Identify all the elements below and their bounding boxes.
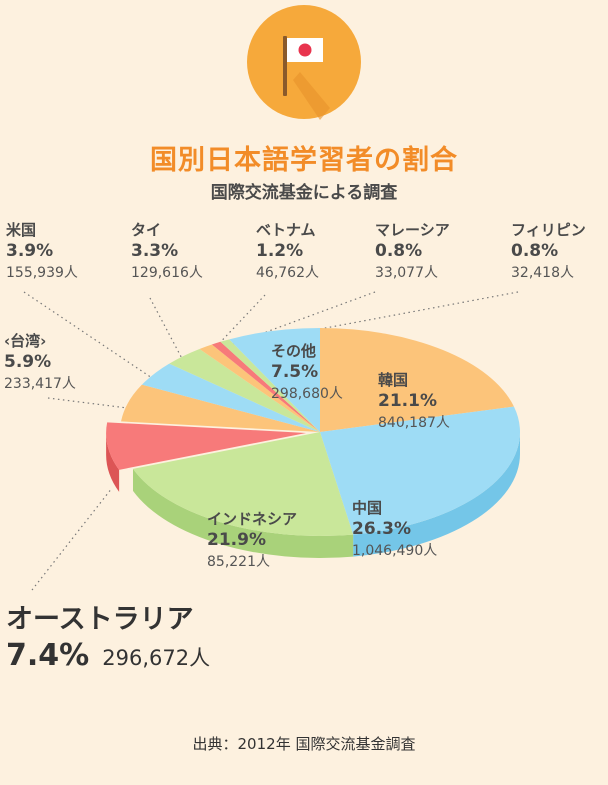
label-count: 85,221人 <box>207 554 270 570</box>
label-korea: 韓国 21.1% 840,187人 <box>378 369 450 432</box>
label-philippines: フィリピン 0.8% 32,418人 <box>511 219 586 282</box>
label-thailand: タイ 3.3% 129,616人 <box>131 219 203 282</box>
japan-flag-icon <box>247 5 361 120</box>
label-count: 32,418人 <box>511 265 574 281</box>
label-percent: 7.5% <box>271 362 319 382</box>
label-name: マレーシア <box>375 221 450 239</box>
label-percent: 21.1% <box>378 391 437 411</box>
pie-slice-インドネシア-side <box>132 468 354 558</box>
label-name: オーストラリア <box>6 604 194 635</box>
label-count: 33,077人 <box>375 265 438 281</box>
icon-shadow <box>293 72 330 120</box>
label-count: 233,417人 <box>4 376 76 392</box>
label-percent: 21.9% <box>207 530 266 550</box>
label-indonesia: インドネシア 21.9% 85,221人 <box>207 508 297 571</box>
pie-slice-中国 <box>320 406 520 535</box>
label-vietnam: ベトナム 1.2% 46,762人 <box>256 219 319 282</box>
label-name: 中国 <box>352 499 383 517</box>
pie-slice-ベトナム <box>199 344 320 432</box>
label-taiwan: ‹台湾› 5.9% 233,417人 <box>4 330 76 393</box>
leader-line-australia <box>31 487 113 591</box>
label-usa: 米国 3.9% 155,939人 <box>6 219 78 282</box>
pie-slice-オーストラリア <box>106 422 307 470</box>
flag-pole <box>283 36 287 96</box>
pie-slice-フィリピン <box>220 339 320 432</box>
label-count: 46,762人 <box>256 265 319 281</box>
label-australia: オーストラリア 7.4% 296,672人 <box>6 597 210 672</box>
label-name: ‹台湾› <box>4 332 47 350</box>
source-note: 出典：2012年 国際交流基金調査 <box>192 735 416 753</box>
label-percent: 7.4% <box>6 638 90 673</box>
label-percent: 0.8% <box>511 241 559 261</box>
label-count: 1,046,490人 <box>352 543 438 559</box>
label-name: 韓国 <box>378 371 409 389</box>
label-other: その他 7.5% 298,680人 <box>271 340 343 403</box>
label-china: 中国 26.3% 1,046,490人 <box>352 497 437 560</box>
label-name: フィリピン <box>511 221 586 239</box>
label-count: 155,939人 <box>6 265 78 281</box>
pie-slice-米国 <box>141 363 320 432</box>
chart-subtitle: 国際交流基金による調査 <box>210 183 398 203</box>
pie-slice-タイ <box>169 348 320 432</box>
label-percent: 3.3% <box>131 241 179 261</box>
pie-slice-韓国 <box>320 328 514 432</box>
label-count: 296,672人 <box>102 646 211 670</box>
label-count: 129,616人 <box>131 265 203 281</box>
label-name: ベトナム <box>256 221 316 239</box>
label-percent: 3.9% <box>6 241 54 261</box>
leader-line-thai <box>149 297 188 369</box>
label-percent: 0.8% <box>375 241 423 261</box>
label-percent: 26.3% <box>352 519 411 539</box>
label-percent: 5.9% <box>4 352 52 372</box>
leader-line-usa <box>23 291 159 383</box>
label-name: 米国 <box>6 221 37 239</box>
pie-slice-中国-side <box>353 432 520 557</box>
pie-slice-その他 <box>229 328 320 432</box>
chart-title: 国別日本語学習者の割合 <box>150 145 458 176</box>
label-count: 840,187人 <box>378 415 450 431</box>
pie-slice-オーストラリア-side <box>106 432 120 492</box>
label-name: タイ <box>131 221 162 239</box>
label-name: インドネシア <box>207 510 298 528</box>
label-count: 298,680人 <box>271 386 343 402</box>
flag-sun <box>298 43 312 57</box>
pie-slice-台湾 <box>121 384 320 432</box>
label-percent: 1.2% <box>256 241 304 261</box>
pie-slice-インドネシア <box>132 432 354 536</box>
label-name: その他 <box>271 342 317 360</box>
pie-slice-マレーシア <box>211 341 320 432</box>
label-malaysia: マレーシア 0.8% 33,077人 <box>375 219 450 282</box>
leader-line-taiwan <box>47 397 144 411</box>
